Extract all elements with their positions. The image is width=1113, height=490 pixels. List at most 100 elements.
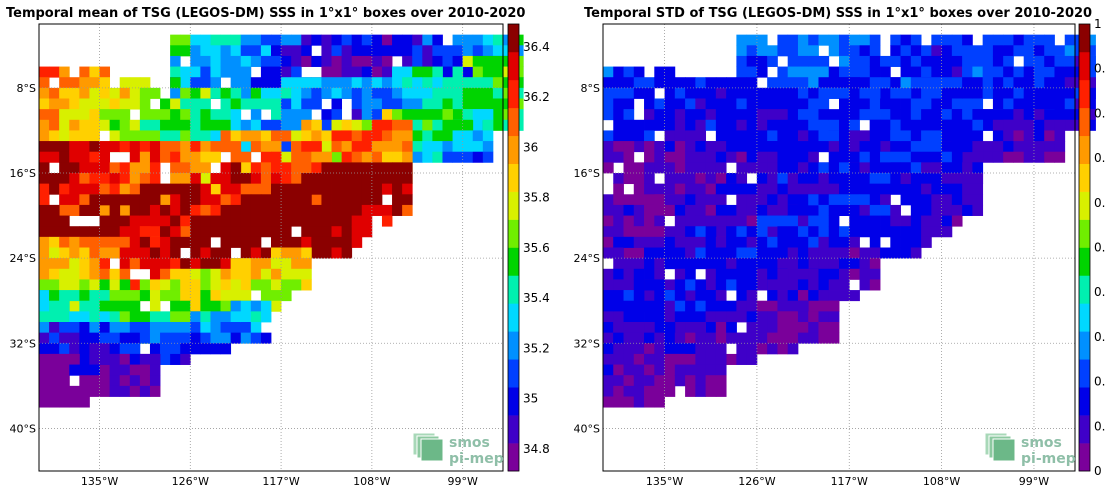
heatmap-cell: [392, 119, 403, 131]
colorbar-tick-label: 35.6: [523, 241, 550, 255]
heatmap-cell: [633, 204, 645, 216]
heatmap-cell: [736, 87, 748, 99]
heatmap-cell: [341, 215, 353, 227]
heatmap-cell: [89, 87, 100, 99]
heatmap-cell: [170, 322, 181, 334]
heatmap-cell: [1085, 109, 1096, 121]
colorbar-swatch: [1079, 79, 1090, 109]
heatmap-cell: [654, 279, 665, 291]
heatmap-cell: [900, 236, 912, 248]
heatmap-cell: [603, 353, 614, 365]
heatmap-cell: [674, 173, 686, 185]
heatmap-cell: [715, 119, 727, 131]
heatmap-cell: [240, 268, 252, 280]
heatmap-cell: [644, 268, 655, 280]
heatmap-cell: [69, 194, 80, 206]
heatmap-cell: [705, 119, 717, 131]
heatmap-cell: [736, 119, 748, 131]
heatmap-cell: [321, 236, 332, 248]
heatmap-cell: [119, 332, 131, 344]
heatmap-cell: [962, 194, 973, 206]
heatmap-cell: [230, 109, 242, 121]
heatmap-cell: [170, 226, 181, 238]
heatmap-cell: [452, 141, 464, 153]
heatmap-cell: [828, 66, 840, 78]
heatmap-cell: [49, 141, 60, 153]
heatmap-cell: [613, 87, 624, 99]
heatmap-cell: [767, 162, 778, 174]
heatmap-cell: [200, 322, 211, 334]
heatmap-cell: [736, 268, 748, 280]
heatmap-cell: [715, 87, 727, 99]
heatmap-cell: [109, 332, 121, 344]
heatmap-cell: [351, 87, 363, 99]
heatmap-cell: [849, 130, 860, 142]
heatmap-cell: [59, 130, 70, 142]
heatmap-cell: [777, 268, 789, 280]
heatmap-cell: [736, 290, 748, 302]
heatmap-cell: [890, 130, 901, 142]
heatmap-cell: [281, 279, 292, 291]
heatmap-cell: [982, 109, 994, 121]
heatmap-cell: [777, 119, 789, 131]
heatmap-cell: [746, 300, 758, 312]
heatmap-cell: [797, 77, 809, 89]
heatmap-cell: [331, 34, 343, 46]
heatmap-cell: [190, 215, 201, 227]
heatmap-cell: [190, 332, 201, 344]
heatmap-cell: [715, 343, 727, 355]
heatmap-cell: [220, 183, 232, 195]
heatmap-cell: [472, 77, 484, 89]
heatmap-cell: [931, 215, 943, 227]
heatmap-cell: [1064, 77, 1076, 89]
heatmap-cell: [49, 98, 60, 110]
heatmap-cell: [777, 87, 789, 99]
heatmap-cell: [664, 247, 676, 259]
heatmap-cell: [1023, 87, 1035, 99]
heatmap-cell: [613, 258, 624, 270]
heatmap-cell: [633, 141, 645, 153]
heatmap-cell: [69, 226, 80, 238]
heatmap-cell: [139, 87, 151, 99]
heatmap-cell: [962, 55, 973, 67]
heatmap-cell: [291, 66, 302, 78]
heatmap-cell: [623, 300, 635, 312]
heatmap-cell: [311, 162, 322, 174]
heatmap-cell: [808, 45, 819, 57]
heatmap-cell: [200, 311, 211, 323]
heatmap-cell: [685, 183, 696, 195]
heatmap-cell: [828, 141, 840, 153]
heatmap-cell: [139, 322, 151, 334]
heatmap-cell: [492, 119, 504, 131]
heatmap-cell: [39, 194, 50, 206]
heatmap-cell: [1085, 87, 1096, 99]
heatmap-cell: [736, 311, 748, 323]
heatmap-cell: [129, 194, 141, 206]
heatmap-cell: [859, 204, 871, 216]
heatmap-cell: [301, 215, 312, 227]
heatmap-cell: [644, 162, 655, 174]
heatmap-cell: [623, 173, 635, 185]
heatmap-cell: [777, 311, 789, 323]
heatmap-cell: [849, 34, 860, 46]
heatmap-cell: [992, 109, 1004, 121]
heatmap-cell: [39, 119, 50, 131]
heatmap-cell: [869, 162, 881, 174]
colorbar-tick-label: 0.: [1094, 241, 1105, 255]
heatmap-cell: [79, 396, 90, 408]
heatmap-cell: [695, 311, 707, 323]
heatmap-cell: [910, 55, 922, 67]
heatmap-cell: [260, 290, 272, 302]
heatmap-cell: [139, 151, 151, 163]
heatmap-cell: [119, 353, 131, 365]
heatmap-cell: [685, 236, 696, 248]
heatmap-cell: [260, 332, 272, 344]
heatmap-cell: [797, 322, 809, 334]
heatmap-cell: [654, 109, 665, 121]
heatmap-cell: [603, 279, 614, 291]
heatmap-cell: [49, 343, 60, 355]
heatmap-cell: [351, 34, 363, 46]
heatmap-cell: [1013, 141, 1025, 153]
heatmap-cell: [109, 279, 121, 291]
heatmap-cell: [685, 279, 696, 291]
